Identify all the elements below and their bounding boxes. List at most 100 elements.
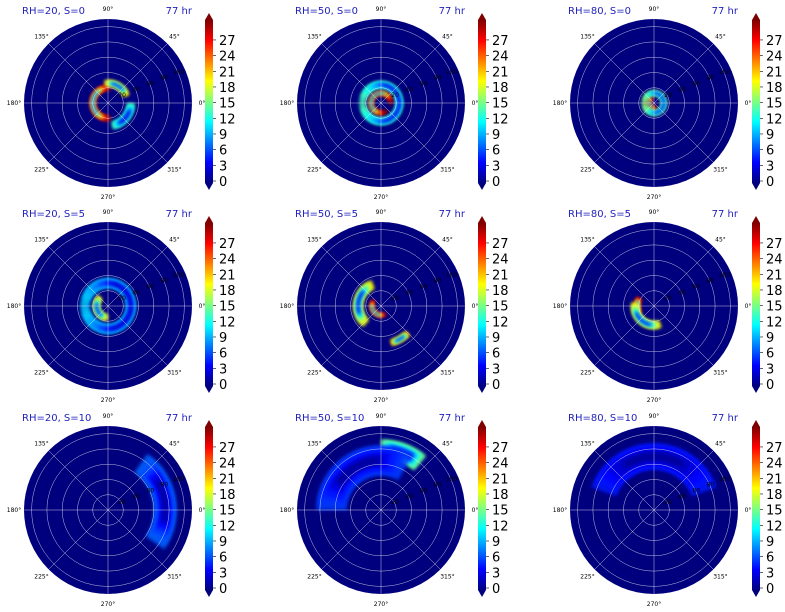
colorbar-tick-label: 6 [766,347,774,362]
heat-band [104,281,133,331]
radial-tick-label: 40 [132,493,140,500]
panel-title: RH=50, S=0 [295,6,358,17]
angular-gridline [594,305,655,366]
angle-tick-label: 0° [472,507,479,514]
colorbar-fill [478,20,486,183]
colorbar-top-extend [478,420,486,427]
radial-tick-label: 40 [678,289,686,296]
colorbar-tick-label: 18 [219,488,236,503]
angle-tick-label: 135° [580,237,594,244]
colorbar-tick-label: 18 [766,488,783,503]
radial-tick-label: 100 [173,476,185,483]
heat-band [633,309,654,327]
colorbar-tick-label: 9 [492,535,500,550]
angular-gridline [321,246,382,307]
radial-tick-label: 60 [147,487,155,494]
colorbar-fill [478,427,486,590]
panel-1-1: 204060801000°45°90°135°180°225°270°315°R… [7,6,236,201]
panel-time-label: 77 hr [712,413,739,424]
colorbar-bottom-extend [478,386,486,393]
colorbar-fill [752,427,760,590]
angular-gridline [653,102,714,163]
radial-tick-label: 20 [391,295,399,302]
colorbar-tick-label: 6 [219,551,227,566]
polar-grid [570,426,738,594]
radial-tick-label: 100 [173,69,185,76]
angle-tick-label: 0° [472,303,479,310]
radial-tick-label: 20 [118,499,126,506]
heat-band [111,82,124,91]
angle-tick-label: 180° [7,100,21,107]
angle-tick-label: 135° [307,237,321,244]
angle-tick-label: 180° [280,100,294,107]
heat-band [635,313,650,326]
colorbar-tick-label: 3 [492,566,500,581]
colorbar-tick-label: 24 [219,50,236,65]
angle-tick-label: 135° [34,34,48,41]
colorbar-tick-label: 0 [219,378,227,393]
heat-features [353,280,411,346]
angular-gridline [48,43,109,104]
radial-tick-label: 40 [132,86,140,93]
angular-gridline [653,246,714,307]
colorbar-tick-label: 24 [766,50,783,65]
angle-tick-label: 135° [307,441,321,448]
radial-tick-label: 100 [719,69,731,76]
radial-tick-label: 20 [664,92,672,99]
angular-gridline [107,509,168,570]
colorbar-bottom-extend [752,386,760,393]
radial-tick-label: 60 [693,487,701,494]
colorbar-tick-label: 12 [219,315,236,330]
colorbar-tick-label: 3 [219,362,227,377]
radial-tick-label: 80 [161,75,169,82]
radial-tick-label: 80 [707,278,715,285]
colorbar-tick-label: 3 [766,362,774,377]
heat-band [372,82,402,124]
polar-grid [24,19,192,187]
radial-tick-label: 100 [719,272,731,279]
heat-band [91,91,98,115]
angle-tick-label: 270° [101,194,115,201]
colorbar-bottom-extend [478,590,486,597]
angular-gridline [48,305,109,366]
polar-grid [570,222,738,390]
radial-tick-label: 100 [446,272,458,279]
radial-tick-label: 60 [147,283,155,290]
colorbar-tick-label: 27 [766,441,783,456]
angle-tick-label: 315° [713,369,727,376]
heat-band [367,82,402,124]
heat-band [634,311,652,327]
angle-tick-label: 45° [442,34,453,41]
angle-tick-label: 315° [713,573,727,580]
angular-gridline [653,509,714,570]
panel-time-label: 77 hr [712,209,739,220]
colorbar-fill [478,223,486,386]
angular-gridline [380,305,441,366]
colorbar-tick-label: 6 [492,347,500,362]
colorbar-tick-label: 27 [492,34,509,49]
angular-gridline [380,509,441,570]
angle-tick-label: 315° [440,573,454,580]
angular-gridline [107,102,168,163]
angle-tick-label: 135° [580,441,594,448]
colorbar-tick-label: 18 [492,81,509,96]
colorbar-tick-label: 6 [492,551,500,566]
angular-gridline [594,450,655,511]
colorbar-tick-label: 24 [219,253,236,268]
radial-tick-label: 60 [420,487,428,494]
colorbar-top-extend [752,13,760,20]
angular-gridline [107,305,168,366]
angle-tick-label: 135° [307,34,321,41]
panel-time-label: 77 hr [166,209,193,220]
radial-tick-label: 100 [719,476,731,483]
heat-band [370,302,383,317]
colorbar-tick-label: 3 [492,159,500,174]
colorbar-tick-label: 27 [219,34,236,49]
colorbar-tick-label: 18 [219,81,236,96]
colorbar-top-extend [478,216,486,223]
